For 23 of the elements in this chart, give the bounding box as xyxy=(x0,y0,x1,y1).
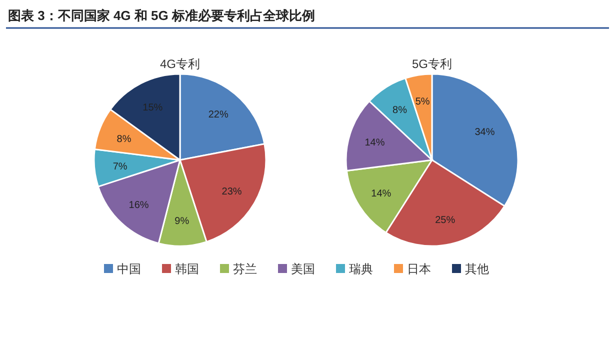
data-label: 15% xyxy=(142,102,163,114)
legend-label: 美国 xyxy=(291,262,315,276)
data-label: 8% xyxy=(392,105,408,116)
chart-subtitle: 5G专利 xyxy=(412,57,452,71)
legend-label: 芬兰 xyxy=(233,262,257,276)
data-label: 34% xyxy=(474,127,495,138)
legend-label: 瑞典 xyxy=(349,262,373,276)
legend-label: 日本 xyxy=(407,262,431,276)
data-label: 14% xyxy=(364,137,385,148)
legend-label: 其他 xyxy=(465,262,489,276)
chart-title: 图表 3：不同国家 4G 和 5G 标准必要专利占全球比例 xyxy=(8,8,315,23)
data-label: 5% xyxy=(415,96,430,108)
data-label: 23% xyxy=(222,186,242,198)
chart-subtitle: 4G专利 xyxy=(160,57,200,71)
data-label: 14% xyxy=(371,188,392,200)
data-label: 7% xyxy=(112,162,128,173)
data-label: 8% xyxy=(116,134,132,145)
data-label: 25% xyxy=(435,214,456,226)
data-label: 22% xyxy=(208,110,228,121)
legend-label: 中国 xyxy=(117,262,141,276)
legend-label: 韩国 xyxy=(175,262,199,276)
data-label: 16% xyxy=(128,200,149,211)
data-label: 9% xyxy=(174,216,190,228)
